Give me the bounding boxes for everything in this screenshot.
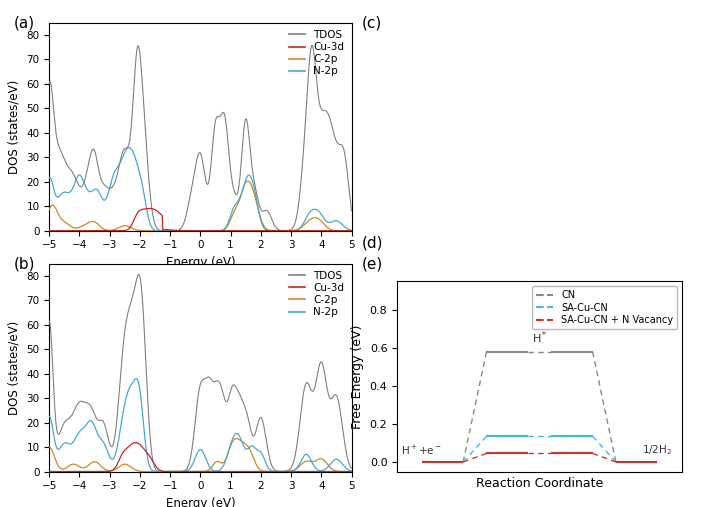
- Text: 1/2H$_2$: 1/2H$_2$: [643, 444, 672, 457]
- X-axis label: Energy (eV): Energy (eV): [165, 256, 236, 269]
- Text: H$^*$: H$^*$: [531, 330, 548, 346]
- X-axis label: Reaction Coordinate: Reaction Coordinate: [476, 477, 603, 490]
- Y-axis label: DOS (states/eV): DOS (states/eV): [8, 80, 21, 174]
- Text: H$^+$+e$^-$: H$^+$+e$^-$: [401, 444, 442, 457]
- Y-axis label: Free Energy (eV): Free Energy (eV): [352, 324, 364, 428]
- Legend: TDOS, Cu-3d, C-2p, N-2p: TDOS, Cu-3d, C-2p, N-2p: [287, 28, 347, 79]
- Text: (c): (c): [362, 15, 382, 30]
- X-axis label: Energy (eV): Energy (eV): [165, 497, 236, 507]
- Legend: TDOS, Cu-3d, C-2p, N-2p: TDOS, Cu-3d, C-2p, N-2p: [287, 269, 347, 319]
- Legend: CN, SA-Cu-CN, SA-Cu-CN + N Vacancy: CN, SA-Cu-CN, SA-Cu-CN + N Vacancy: [532, 286, 677, 329]
- Text: (b): (b): [14, 256, 36, 271]
- Y-axis label: DOS (states/eV): DOS (states/eV): [8, 320, 21, 415]
- Text: (d): (d): [362, 236, 384, 251]
- Text: (e): (e): [362, 256, 383, 271]
- Text: (a): (a): [14, 15, 35, 30]
